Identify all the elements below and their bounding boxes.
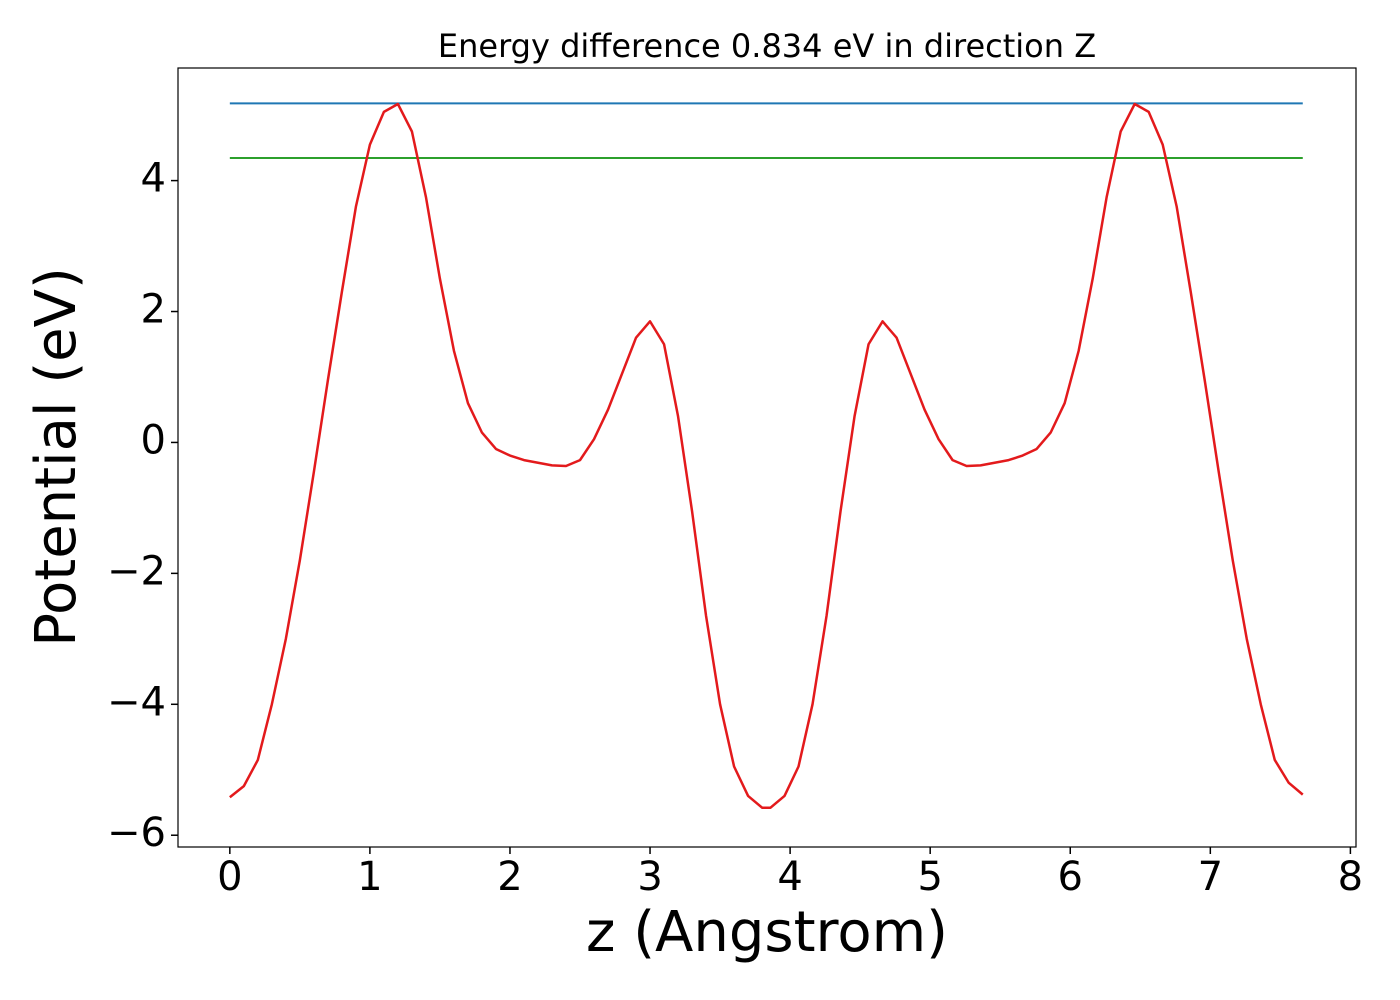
x-tick-label: 1 — [357, 854, 382, 900]
x-tick-label: 0 — [217, 854, 242, 900]
y-tick-label: 4 — [141, 156, 166, 202]
y-tick-label: 2 — [141, 287, 166, 333]
data-line — [229, 102, 1304, 809]
plot-frame — [177, 67, 1357, 848]
x-axis-label: z (Angstrom) — [586, 900, 948, 965]
y-tick-label: −2 — [107, 548, 166, 594]
x-tick-label: 2 — [497, 854, 522, 900]
x-tick-label: 4 — [777, 854, 802, 900]
x-tick-label: 5 — [917, 854, 942, 900]
x-tick-label: 6 — [1058, 854, 1083, 900]
y-tick-label: −4 — [107, 679, 166, 725]
x-tick-label: 3 — [637, 854, 662, 900]
y-tick-label: 0 — [141, 417, 166, 463]
x-tick-label: 8 — [1338, 854, 1363, 900]
y-tick-label: −6 — [107, 810, 166, 856]
x-tick-label: 7 — [1198, 854, 1223, 900]
chart-title: Energy difference 0.834 eV in direction … — [438, 27, 1096, 65]
y-axis-label: Potential (eV) — [24, 267, 89, 647]
